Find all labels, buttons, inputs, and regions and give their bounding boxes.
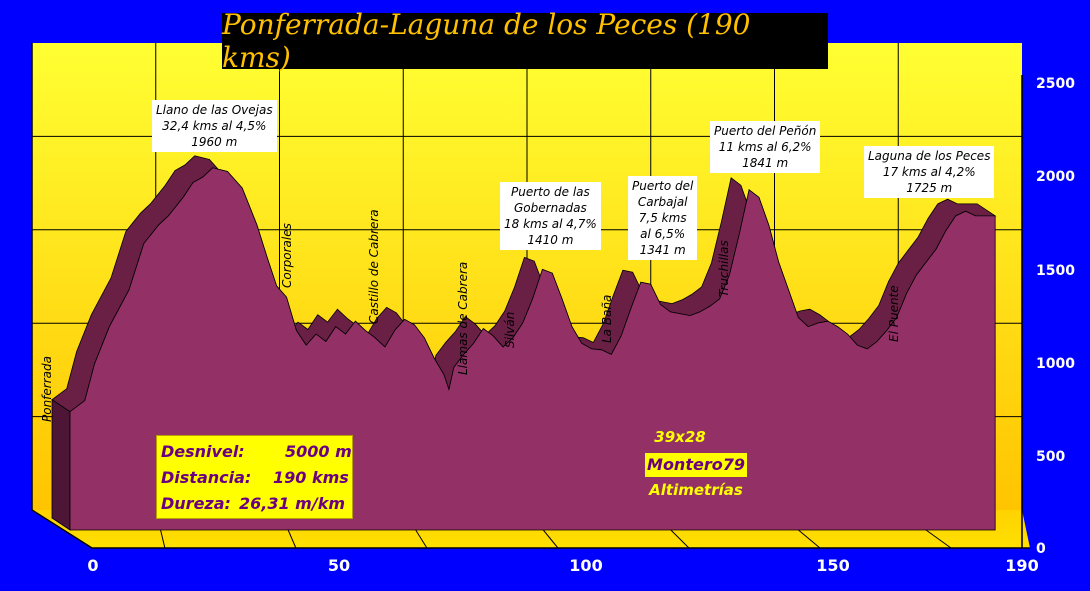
place-label: Corporales	[280, 223, 294, 288]
annotation-line: 17 kms al 4,2%	[882, 165, 976, 179]
pass-annotation: Puerto de las Gobernadas 18 kms al 4,7% 141…	[500, 182, 601, 250]
axis-frame	[31, 43, 1030, 549]
annotation-line: 1410 m	[527, 233, 574, 247]
place-label: Ponferrada	[40, 356, 54, 422]
annotation-line: 11 kms al 6,2%	[718, 140, 812, 154]
x-tick-label: 50	[327, 556, 351, 575]
pass-annotation: Llano de las Ovejas 32,4 kms al 4,5% 1960 …	[152, 100, 277, 152]
credit-site: Altimetrías	[649, 481, 743, 499]
y-tick-label: 2500	[1036, 76, 1075, 92]
y-tick-label: 1500	[1036, 263, 1075, 279]
annotation-line: 7,5 kms	[638, 211, 687, 225]
pass-annotation: Puerto del Peñón 11 kms al 6,2% 1841 m	[710, 121, 821, 173]
annotation-line: Laguna de los Peces	[868, 149, 991, 163]
distancia-label: Distancia:	[161, 468, 252, 487]
annotation-line: 32,4 kms al 4,5%	[162, 119, 267, 133]
x-tick-label: 0	[87, 556, 99, 575]
y-tick-label: 1000	[1036, 356, 1075, 372]
credit-author: Montero79	[645, 453, 747, 477]
chart-title-box: Ponferrada-Laguna de los Peces (190 kms)	[222, 8, 828, 74]
annotation-line: Puerto del	[632, 179, 694, 193]
annotation-line: 18 kms al 4,7%	[504, 217, 597, 231]
annotation-line: Llano de las Ovejas	[156, 103, 273, 117]
place-label: Silván	[503, 311, 517, 348]
y-tick-label: 0	[1036, 541, 1046, 557]
dureza-value: 26,31 m/km	[239, 494, 346, 513]
chart-title: Ponferrada-Laguna de los Peces (190 kms)	[222, 8, 751, 74]
credit-code: 39x28	[654, 428, 706, 446]
x-tick-label: 150	[816, 556, 850, 575]
pass-annotation: Puerto del Carbajal 7,5 kms al 6,5% 1341 m	[628, 176, 698, 260]
annotation-line: 1725 m	[906, 181, 953, 195]
place-label: El Puente	[887, 285, 901, 342]
desnivel-label: Desnivel:	[161, 442, 245, 461]
dureza-label: Dureza:	[161, 494, 231, 513]
annotation-line: Carbajal	[637, 195, 688, 209]
place-label: Castillo de Cabrera	[367, 209, 381, 324]
place-label: Llamas de Cabrera	[456, 261, 470, 375]
pass-annotation: Laguna de los Peces 17 kms al 4,2% 1725 m	[864, 146, 995, 198]
annotation-line: 1841 m	[742, 156, 789, 170]
place-label: La Baña	[600, 294, 614, 343]
annotation-line: Gobernadas	[514, 201, 587, 215]
desnivel-value: 5000 m	[285, 442, 352, 461]
elevation-side-face	[51, 398, 71, 531]
y-tick-label: 500	[1036, 449, 1066, 465]
annotation-line: 1341 m	[639, 243, 686, 257]
place-label: Truchillas	[717, 240, 731, 297]
distancia-value: 190 kms	[273, 468, 349, 487]
annotation-line: 1960 m	[191, 135, 238, 149]
annotation-line: al 6,5%	[640, 227, 686, 241]
x-tick-label: 100	[569, 556, 603, 575]
y-tick-label: 2000	[1036, 169, 1075, 185]
stats-box: Desnivel: 5000 m Distancia: 190 kms Dureza…	[156, 435, 353, 519]
annotation-line: Puerto del Peñón	[714, 124, 817, 138]
annotation-line: Puerto de las	[511, 185, 590, 199]
x-tick-label: 190	[1005, 556, 1039, 575]
